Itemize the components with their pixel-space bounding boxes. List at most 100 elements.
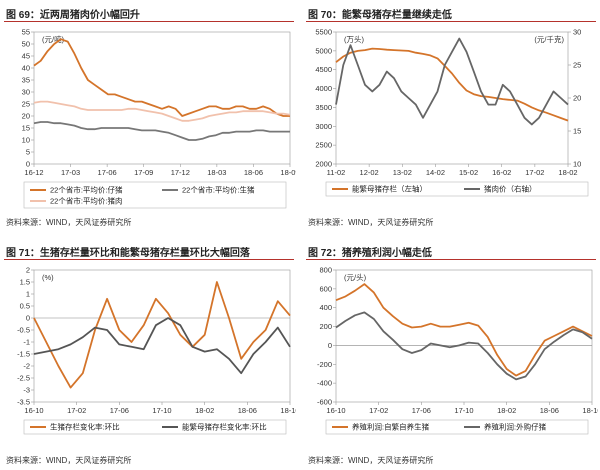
x-tick-label: 17-02 bbox=[525, 168, 544, 177]
y-tick-label: 2000 bbox=[315, 160, 332, 169]
x-tick-label: 17-10 bbox=[454, 406, 473, 415]
y-tick-label: 25 bbox=[22, 100, 30, 109]
y-tick-label: 10 bbox=[22, 136, 30, 145]
series-line-0 bbox=[335, 47, 569, 122]
y-tick-label: -400 bbox=[317, 379, 332, 388]
x-tick-label: 17-03 bbox=[61, 168, 80, 177]
y2-tick-label: 15 bbox=[573, 127, 581, 136]
x-tick-label: 12-02 bbox=[360, 168, 379, 177]
x-tick-label: 17-02 bbox=[369, 406, 388, 415]
series-line-1 bbox=[335, 311, 593, 381]
x-tick-label: 18-06 bbox=[238, 406, 257, 415]
legend-box bbox=[325, 181, 589, 197]
chart-panel-72: 图 72：猪养殖利润小幅走低 -600 -400 -200 0 200 400 600 800… bbox=[306, 238, 598, 470]
chart-title: 图 71：生猪存栏量环比和能繁母猪存栏量环比大幅回落 bbox=[6, 248, 250, 259]
y2-tick-label: 25 bbox=[573, 61, 581, 70]
series-line-0 bbox=[33, 38, 290, 117]
y-tick-label: -600 bbox=[317, 398, 332, 407]
y-tick-label: -1.5 bbox=[17, 350, 30, 359]
y-tick-label: 45 bbox=[22, 52, 30, 61]
y-tick-label: 55 bbox=[22, 28, 30, 37]
y-tick-label: 400 bbox=[319, 303, 332, 312]
source-note: 资料来源：WIND，天风证券研究所 bbox=[308, 218, 434, 227]
series-line-0 bbox=[33, 281, 291, 389]
title-rule bbox=[4, 259, 294, 260]
y-tick-label: 0 bbox=[328, 341, 332, 350]
plot-frame bbox=[33, 269, 291, 403]
unit-label: (元/头) bbox=[344, 272, 367, 282]
x-tick-label: 17-02 bbox=[67, 406, 86, 415]
y-tick-label: -200 bbox=[317, 360, 332, 369]
y-tick-label: 50 bbox=[22, 40, 30, 49]
y-tick-label: 600 bbox=[319, 284, 332, 293]
chart-panel-71: 图 71：生猪存栏量环比和能繁母猪存栏量环比大幅回落 -3.5 -3 -2.5 -2-… bbox=[4, 238, 296, 470]
legend-box bbox=[325, 419, 589, 435]
source-note: 资料来源：WIND，天风证券研究所 bbox=[308, 456, 434, 465]
legend-label: 养殖利润:自繁自养生猪 bbox=[352, 422, 430, 432]
legend-label: 22个省市:平均价:生猪 bbox=[182, 185, 255, 195]
legend-box bbox=[23, 181, 287, 209]
y-tick-label: 3500 bbox=[315, 103, 332, 112]
chart-69-plot: 0 5 10 15 20 25 30 35 40 45 50 55 16-12 17-03 17-06 17-… bbox=[22, 28, 296, 209]
x-tick-label: 17-06 bbox=[110, 406, 129, 415]
y-tick-label: -0.5 bbox=[17, 326, 30, 335]
x-tick-label: 18-09 bbox=[280, 168, 296, 177]
legend-label: 生猪存栏变化率:环比 bbox=[50, 422, 120, 432]
x-tick-label: 18-02 bbox=[558, 168, 577, 177]
x-tick-label: 17-09 bbox=[134, 168, 153, 177]
x-tick-label: 16-10 bbox=[24, 406, 43, 415]
y-tick-label: -2.5 bbox=[17, 374, 30, 383]
unit-label: (%) bbox=[42, 273, 54, 282]
plot-frame bbox=[33, 31, 291, 165]
y2-tick-label: 30 bbox=[573, 28, 581, 37]
series-line-1 bbox=[33, 121, 290, 141]
x-tick-label: 18-06 bbox=[540, 406, 559, 415]
y-tick-label: 1 bbox=[26, 290, 30, 299]
title-rule bbox=[4, 21, 294, 22]
chart-title: 图 72：猪养殖利润小幅走低 bbox=[308, 248, 432, 259]
y-tick-label: -3 bbox=[23, 386, 30, 395]
chart-panel-69: 图 69：近两周猪肉价小幅回升 0 5 10 15 20 25 30 35 40 45 50 55 16… bbox=[4, 0, 296, 232]
y-tick-label: 0 bbox=[26, 314, 30, 323]
y-tick-label: 4500 bbox=[315, 65, 332, 74]
chart-70-plot: 2000 2500 3000 3500 4000 4500 5000 5500 10 15 20 25… bbox=[315, 28, 589, 197]
x-tick-label: 17-06 bbox=[98, 168, 117, 177]
chart-72-plot: -600 -400 -200 0 200 400 600 800 16-10 17-02 17-06… bbox=[317, 266, 598, 435]
legend-label: 能繁母猪存栏变化率:环比 bbox=[182, 422, 267, 432]
x-tick-label: 16-12 bbox=[24, 168, 43, 177]
y-tick-label: -2 bbox=[23, 362, 30, 371]
x-tick-label: 18-02 bbox=[195, 406, 214, 415]
unit-label: (元/吨) bbox=[42, 34, 65, 44]
y2-tick-label: 20 bbox=[573, 94, 581, 103]
chart-panel-70: 图 70：能繁母猪存栏量继续走低 2000 2500 3000 3500 4000 450… bbox=[306, 0, 598, 232]
x-tick-label: 18-10 bbox=[582, 406, 598, 415]
chart-71-plot: -3.5 -3 -2.5 -2 -1.5 -1 -0.5 0 0.5 1 1.5 2 16-10 17-0… bbox=[17, 266, 296, 435]
y-tick-label: 15 bbox=[22, 124, 30, 133]
x-tick-label: 11-02 bbox=[327, 168, 346, 177]
y-tick-label: 5 bbox=[26, 148, 30, 157]
y-tick-label: 2500 bbox=[315, 141, 332, 150]
x-tick-label: 13-02 bbox=[393, 168, 412, 177]
legend-label: 22个省市:平均价:仔猪 bbox=[50, 185, 123, 195]
right-unit-label: (元/千克) bbox=[534, 34, 564, 44]
legend-label: 能繁母猪存栏（左轴） bbox=[352, 184, 427, 194]
y-tick-label: -1 bbox=[23, 338, 30, 347]
y-tick-label: 4000 bbox=[315, 84, 332, 93]
legend-label: 养殖利润:外购仔猪 bbox=[484, 422, 547, 432]
chart-title: 图 69：近两周猪肉价小幅回升 bbox=[6, 10, 140, 21]
y-tick-label: 1.5 bbox=[20, 278, 30, 287]
x-tick-label: 18-02 bbox=[497, 406, 516, 415]
source-note: 资料来源：WIND，天风证券研究所 bbox=[6, 218, 132, 227]
x-tick-label: 17-10 bbox=[152, 406, 171, 415]
x-tick-label: 18-06 bbox=[244, 168, 263, 177]
y-tick-label: 200 bbox=[319, 322, 332, 331]
title-rule bbox=[306, 259, 596, 260]
y-tick-label: 0.5 bbox=[20, 302, 30, 311]
x-tick-label: 18-03 bbox=[207, 168, 226, 177]
y-tick-label: 800 bbox=[319, 266, 332, 275]
y-tick-label: 40 bbox=[22, 64, 30, 73]
source-note: 资料来源：WIND，天风证券研究所 bbox=[6, 456, 132, 465]
legend-label: 22个省市:平均价:猪肉 bbox=[50, 196, 123, 206]
y2-tick-label: 10 bbox=[573, 160, 581, 169]
x-tick-label: 17-06 bbox=[412, 406, 431, 415]
